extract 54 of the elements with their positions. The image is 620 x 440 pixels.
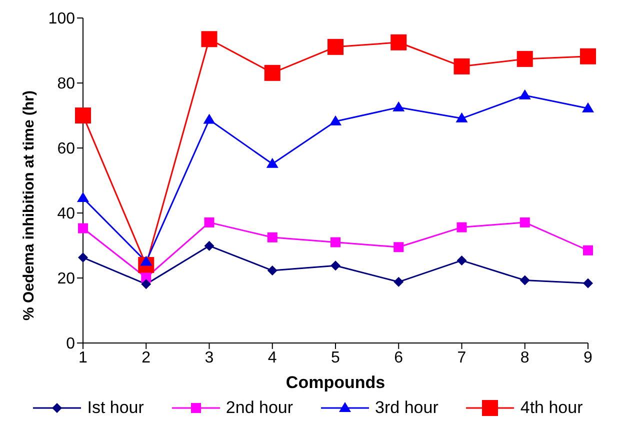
point [516, 50, 533, 67]
point [328, 38, 344, 55]
y-tick-label: 60 [57, 140, 76, 158]
point [454, 58, 470, 74]
x-tick-label: 1 [78, 349, 88, 366]
x-tick-label: 5 [331, 349, 340, 366]
y-tick-label: 20 [57, 270, 76, 288]
x-tick-label: 4 [268, 349, 277, 366]
point [267, 266, 278, 276]
point [203, 114, 216, 124]
point [518, 89, 531, 100]
point [75, 108, 91, 124]
point [266, 158, 278, 168]
y-tick-label: 100 [48, 10, 76, 28]
point [204, 240, 214, 251]
point [394, 242, 404, 252]
point [520, 275, 530, 286]
point [394, 276, 404, 287]
point [330, 260, 340, 271]
point [456, 112, 468, 122]
point [264, 64, 280, 81]
legend-label: Ist hour [87, 398, 144, 418]
x-tick-label: 3 [204, 349, 214, 366]
point [77, 192, 89, 202]
x-tick-label: 8 [520, 349, 530, 366]
x-tick-label: 7 [457, 349, 466, 366]
point [267, 232, 278, 242]
point [78, 223, 88, 234]
x-tick-label: 6 [394, 349, 404, 366]
y-tick-label: 80 [57, 76, 76, 93]
x-tick-label: 2 [142, 349, 151, 366]
legend-label: 3rd hour [375, 398, 438, 418]
point [390, 34, 407, 50]
y-tick-label: 40 [57, 206, 76, 223]
point [78, 252, 88, 263]
point [583, 278, 593, 288]
point [456, 222, 467, 232]
x-tick-label: 9 [584, 349, 593, 366]
point [201, 31, 218, 48]
point [392, 101, 405, 112]
point [330, 237, 340, 248]
point [141, 279, 152, 290]
legend-label: 4th hour [520, 398, 583, 418]
point [582, 102, 594, 112]
point [456, 255, 467, 266]
y-axis-title: % Oedema inhibition at time (hr) [20, 90, 38, 320]
point [583, 245, 593, 256]
legend-label: 2nd hour [226, 398, 294, 418]
point [580, 48, 596, 64]
y-tick-label: 0 [66, 336, 76, 353]
point [204, 217, 214, 228]
point [520, 217, 530, 228]
x-axis-title: Compounds [286, 373, 386, 392]
point [330, 115, 342, 126]
